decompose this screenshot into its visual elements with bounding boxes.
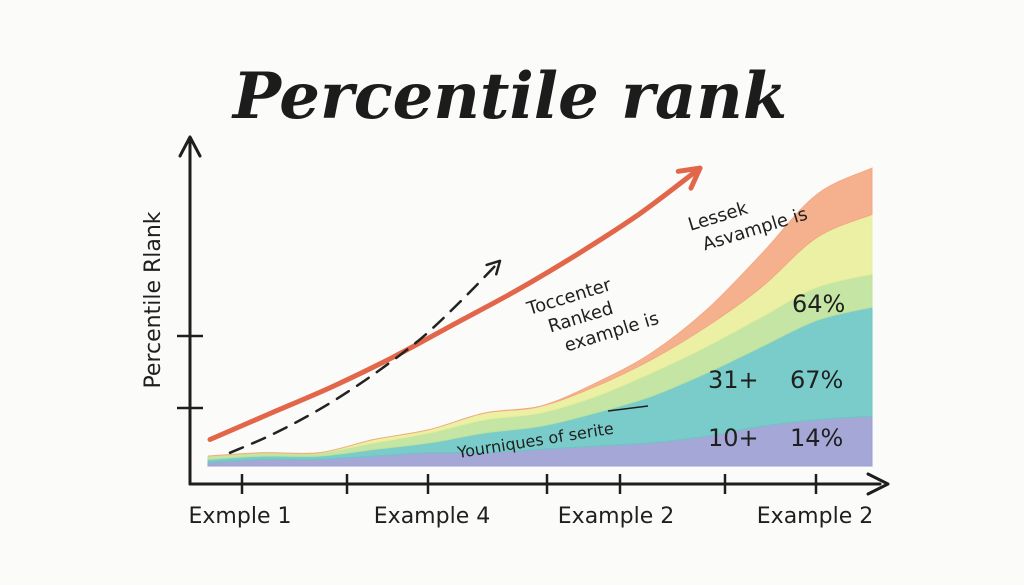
value-label: 67% — [790, 366, 843, 394]
stacked-areas — [207, 167, 873, 467]
y-axis-arrowhead — [178, 135, 202, 158]
trend-arrows — [207, 165, 703, 455]
group-label: 31+ — [708, 366, 759, 394]
series-annotation-pointer — [607, 405, 649, 412]
middle-annotation: Toccenter Ranked example is — [524, 274, 662, 356]
x-tick-label: Example 4 — [374, 504, 490, 529]
x-axis-ticks — [240, 474, 818, 494]
chart-title: Percentile rank — [231, 59, 787, 134]
dashed-arrow-line — [228, 259, 502, 455]
area-series-5 — [207, 167, 873, 457]
dashed-arrow-head — [485, 259, 502, 276]
value-label: 64% — [792, 290, 845, 318]
y-axis-label: Percentile Rlank — [141, 211, 166, 388]
group-label: 10+ — [708, 424, 759, 452]
x-tick-labels: Exmple 1 Example 4 Example 2 Example 2 — [189, 504, 874, 529]
trend-arrow-head — [675, 165, 703, 191]
x-tick-label: Example 2 — [757, 504, 873, 529]
x-tick-label: Exmple 1 — [189, 504, 292, 529]
trend-arrow-line — [207, 165, 703, 442]
x-axis-arrowhead — [866, 472, 890, 496]
value-label: 14% — [790, 424, 843, 452]
x-tick-label: Example 2 — [558, 504, 674, 529]
